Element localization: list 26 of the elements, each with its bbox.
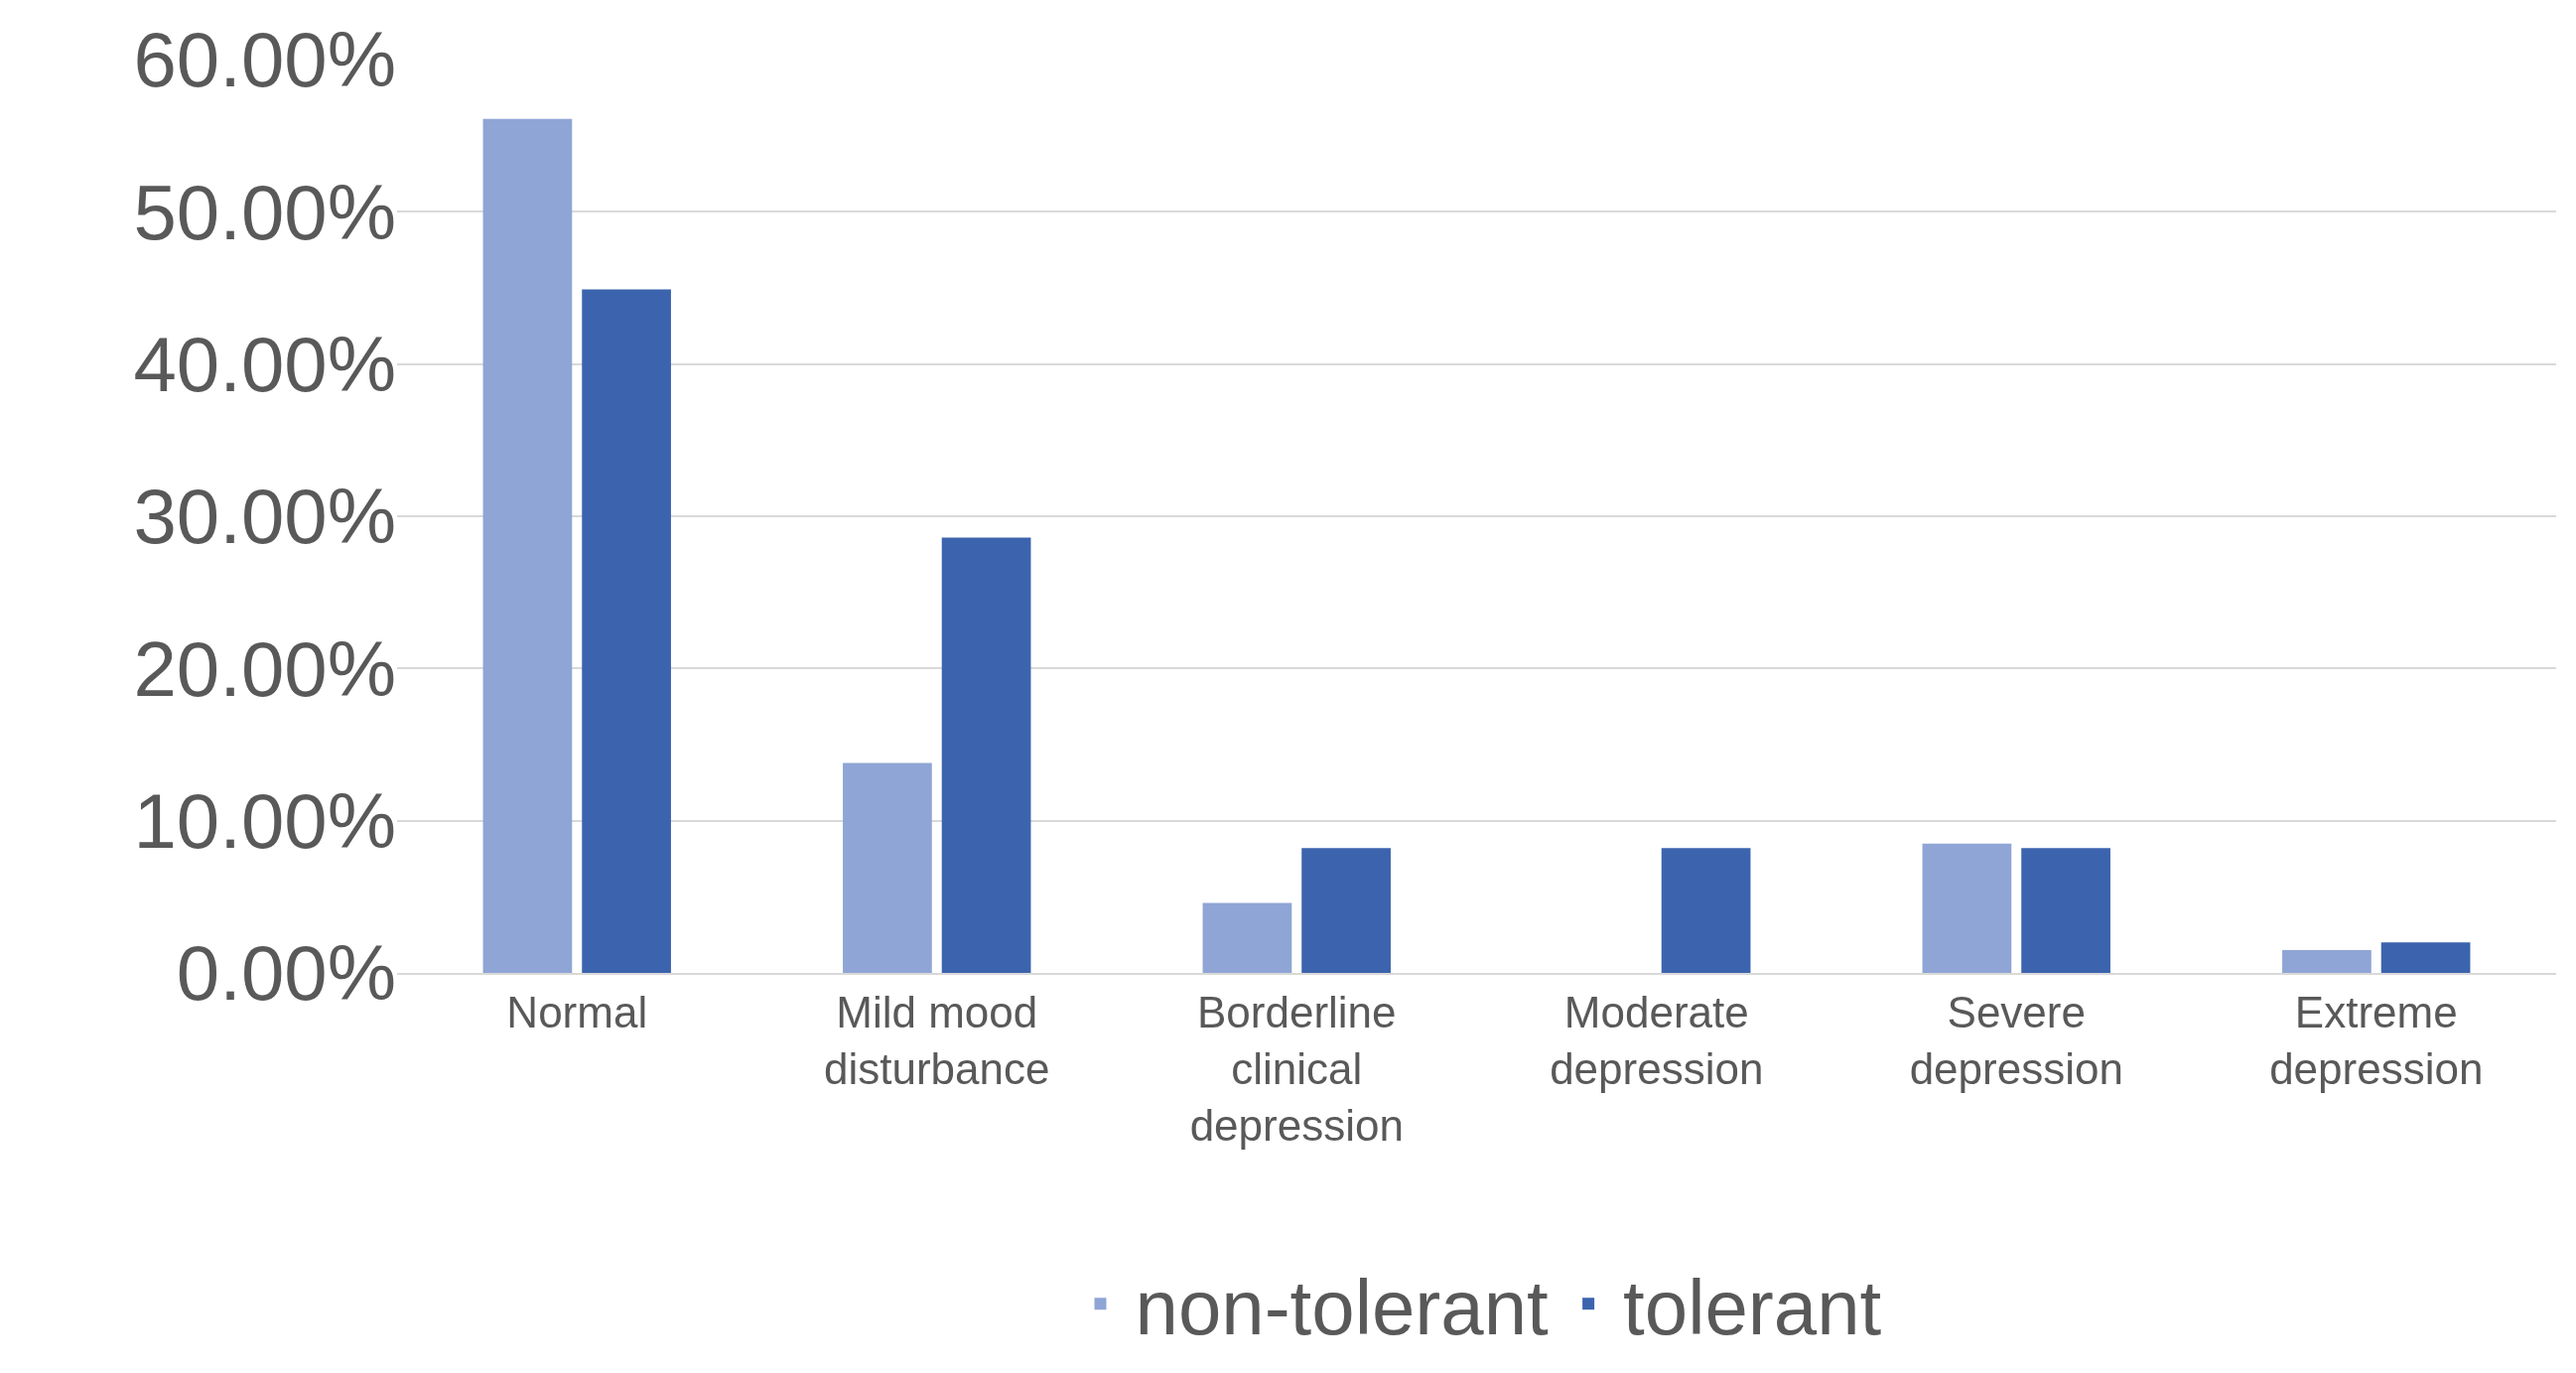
- bar: [843, 762, 932, 973]
- bar: [2380, 942, 2471, 973]
- bar: [1922, 843, 2012, 973]
- x-tick-label: Moderate depression: [1550, 987, 1764, 1093]
- bar: [582, 289, 671, 973]
- bar: [1301, 848, 1391, 973]
- y-tick-label: 20.00%: [133, 624, 396, 713]
- y-tick-label: 40.00%: [133, 320, 396, 408]
- bar: [482, 118, 573, 973]
- bar: [2021, 848, 2110, 973]
- x-tick-label: Extreme depression: [2269, 987, 2484, 1093]
- y-tick-label: 30.00%: [133, 473, 396, 561]
- bar: [1661, 848, 1751, 973]
- x-tick-label: Borderline clinical depression: [1189, 987, 1404, 1151]
- bar: [1202, 902, 1292, 973]
- x-tick-label: Normal: [506, 987, 648, 1036]
- x-tick-label: Mild mood disturbance: [824, 987, 1050, 1093]
- legend-label: tolerant: [1623, 1263, 1882, 1351]
- y-tick-label: 0.00%: [176, 929, 396, 1018]
- y-tick-label: 60.00%: [133, 16, 396, 104]
- bar: [2282, 950, 2372, 973]
- legend-label: non-tolerant: [1135, 1263, 1550, 1351]
- x-tick-label: Severe depression: [1909, 987, 2123, 1093]
- bar: [941, 537, 1031, 973]
- y-tick-label: 10.00%: [133, 776, 396, 865]
- y-tick-label: 50.00%: [133, 168, 396, 256]
